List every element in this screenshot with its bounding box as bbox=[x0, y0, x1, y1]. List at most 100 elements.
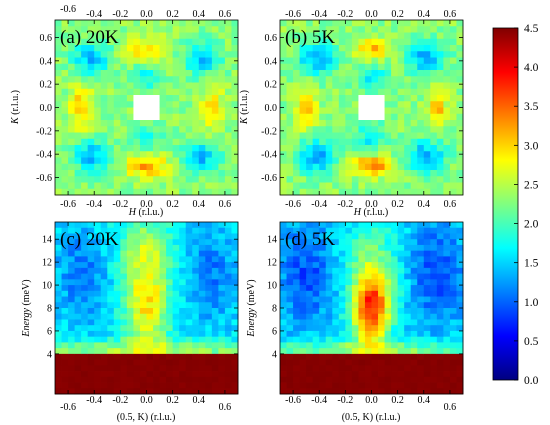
heatmap-cell bbox=[410, 371, 418, 378]
heatmap-cell bbox=[179, 26, 187, 33]
heatmap-cell bbox=[113, 20, 121, 27]
heatmap-cell bbox=[133, 88, 141, 96]
heatmap-cell bbox=[211, 376, 219, 383]
heatmap-cell bbox=[345, 308, 353, 315]
heatmap-cell bbox=[185, 348, 193, 355]
heatmap-cell bbox=[87, 319, 95, 326]
heatmap-cell bbox=[397, 70, 405, 77]
heatmap-cell bbox=[100, 182, 108, 190]
heatmap-cell bbox=[211, 176, 219, 183]
heatmap-cell bbox=[166, 101, 174, 108]
heatmap-cell bbox=[371, 88, 379, 96]
heatmap-cell bbox=[358, 182, 366, 190]
heatmap-cell bbox=[218, 188, 226, 196]
heatmap-cell bbox=[172, 95, 180, 102]
heatmap-cell bbox=[345, 107, 353, 115]
heatmap-cell bbox=[384, 285, 392, 292]
heatmap-cell bbox=[185, 308, 193, 315]
heatmap-cell bbox=[218, 126, 226, 133]
heatmap-cell bbox=[94, 290, 102, 297]
heatmap-cell bbox=[179, 319, 187, 326]
heatmap-cell bbox=[153, 376, 160, 383]
x-top-tick-label: -0.4 bbox=[86, 9, 102, 20]
heatmap-cell bbox=[126, 388, 134, 395]
heatmap-cell bbox=[55, 63, 62, 71]
heatmap-cell bbox=[107, 256, 115, 263]
heatmap-cell bbox=[198, 163, 206, 171]
heatmap-cell bbox=[456, 70, 464, 77]
heatmap-cell bbox=[153, 126, 160, 133]
heatmap-cell bbox=[364, 244, 372, 252]
heatmap-cell bbox=[185, 313, 193, 320]
heatmap-cell bbox=[146, 188, 154, 196]
heatmap-cell bbox=[299, 120, 307, 127]
heatmap-cell bbox=[192, 353, 200, 360]
heatmap-cell bbox=[133, 273, 141, 280]
heatmap-cell bbox=[166, 250, 174, 257]
heatmap-cell bbox=[358, 163, 366, 171]
heatmap-cell bbox=[55, 45, 62, 52]
heatmap-cell bbox=[332, 126, 340, 133]
heatmap-cell bbox=[410, 359, 418, 366]
heatmap-cell bbox=[153, 319, 160, 326]
heatmap-cell bbox=[443, 63, 451, 71]
heatmap-cell bbox=[312, 353, 320, 360]
heatmap-cell bbox=[107, 82, 115, 90]
heatmap-cell bbox=[120, 163, 128, 171]
heatmap-cell bbox=[443, 353, 451, 360]
heatmap-cell bbox=[74, 70, 82, 77]
heatmap-cell bbox=[312, 163, 320, 171]
heatmap-cell bbox=[179, 222, 187, 229]
heatmap-cell bbox=[280, 319, 287, 326]
heatmap-cell bbox=[332, 32, 340, 40]
heatmap-cell bbox=[185, 273, 193, 280]
heatmap-cell bbox=[423, 348, 431, 355]
heatmap-cell bbox=[159, 88, 167, 96]
heatmap-cell bbox=[231, 182, 239, 190]
heatmap-cell bbox=[133, 279, 141, 286]
heatmap-cell bbox=[61, 382, 69, 389]
heatmap-cell bbox=[139, 239, 147, 246]
heatmap-cell bbox=[286, 107, 294, 115]
heatmap-cell bbox=[345, 82, 353, 90]
heatmap-cell bbox=[139, 132, 147, 140]
heatmap-cell bbox=[172, 227, 180, 234]
heatmap-cell bbox=[280, 365, 287, 372]
heatmap-cell bbox=[306, 51, 314, 58]
heatmap-cell bbox=[443, 342, 451, 349]
heatmap-cell bbox=[74, 342, 82, 349]
heatmap-cell bbox=[120, 176, 128, 183]
heatmap-cell bbox=[100, 250, 108, 257]
heatmap-cell bbox=[371, 57, 379, 65]
heatmap-cell bbox=[87, 285, 95, 292]
heatmap-cell bbox=[397, 290, 405, 297]
heatmap-cell bbox=[133, 163, 141, 171]
heatmap-cell bbox=[351, 182, 359, 190]
heatmap-cell bbox=[100, 376, 108, 383]
heatmap-cell bbox=[430, 45, 438, 52]
heatmap-cell bbox=[120, 233, 128, 240]
heatmap-cell bbox=[293, 330, 301, 338]
heatmap-cell bbox=[81, 63, 89, 71]
heatmap-cell bbox=[172, 382, 180, 389]
heatmap-cell bbox=[120, 132, 128, 140]
heatmap-cell bbox=[166, 359, 174, 366]
heatmap-cell bbox=[107, 330, 115, 338]
heatmap-cell bbox=[126, 132, 134, 140]
heatmap-cell bbox=[449, 57, 457, 65]
heatmap-cell bbox=[378, 63, 385, 71]
heatmap-cell bbox=[299, 342, 307, 349]
heatmap-cell bbox=[231, 163, 239, 171]
heatmap-cell bbox=[404, 107, 412, 115]
heatmap-cell bbox=[351, 313, 359, 320]
heatmap-cell bbox=[319, 296, 327, 303]
heatmap-cell bbox=[224, 330, 232, 338]
heatmap-cell bbox=[100, 359, 108, 366]
heatmap-cell bbox=[371, 376, 379, 383]
heatmap-cell bbox=[417, 188, 425, 196]
heatmap-cell bbox=[456, 157, 464, 165]
heatmap-cell bbox=[430, 76, 438, 83]
heatmap-cell bbox=[146, 126, 154, 133]
heatmap-cell bbox=[81, 138, 89, 146]
heatmap-cell bbox=[231, 107, 239, 115]
